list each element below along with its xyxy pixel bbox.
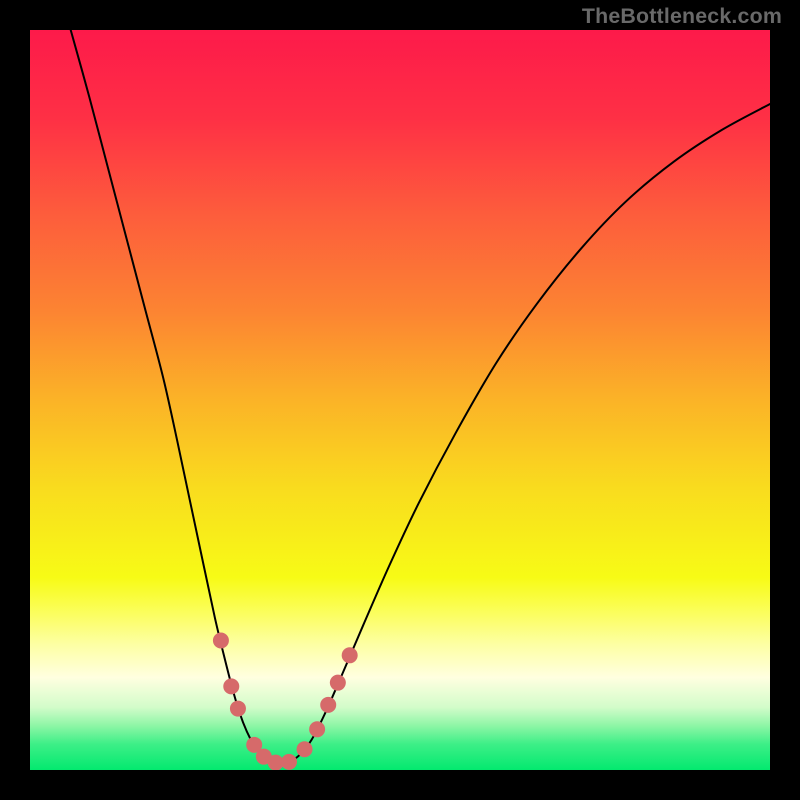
chart-stage: TheBottleneck.com	[0, 0, 800, 800]
chart-plot-background	[30, 30, 770, 770]
watermark-text: TheBottleneck.com	[582, 4, 782, 29]
